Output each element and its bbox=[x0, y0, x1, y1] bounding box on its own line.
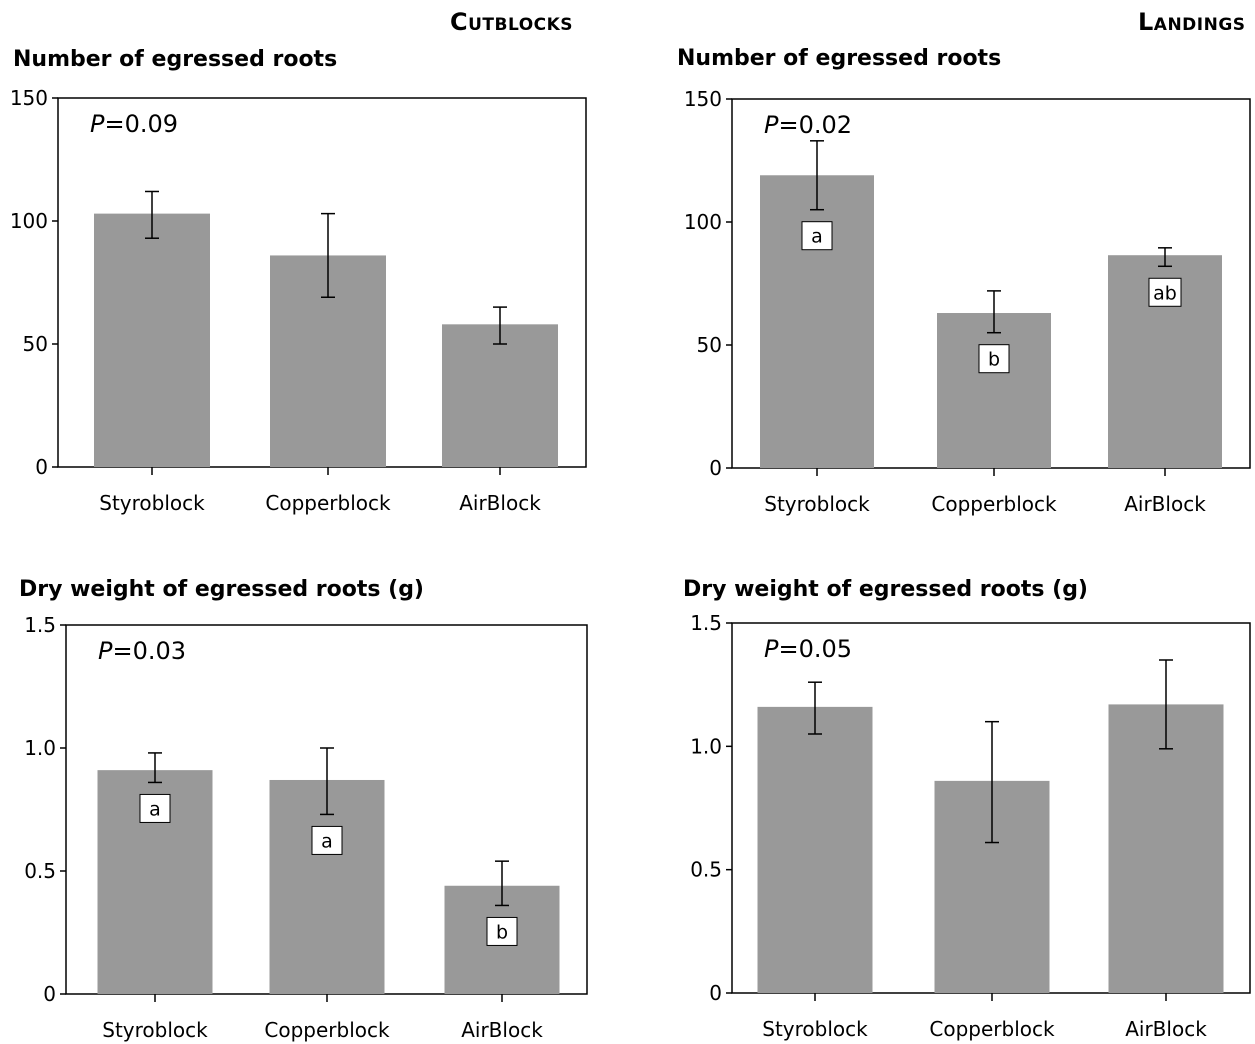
roots-landings-letter-box bbox=[801, 221, 833, 251]
roots-landings-xtick-label: Copperblock bbox=[931, 492, 1057, 516]
roots-cutblocks-bar bbox=[442, 324, 558, 467]
roots-cutblocks-ytick-label: 150 bbox=[10, 86, 48, 110]
chart-title-roots-landings: Number of egressed roots bbox=[677, 46, 1002, 71]
roots-landings-bar bbox=[937, 313, 1051, 468]
roots-cutblocks-ytick-label: 0 bbox=[35, 455, 48, 479]
roots-cutblocks-xtick-label: AirBlock bbox=[459, 491, 541, 515]
weight-cutblocks-bar bbox=[269, 779, 385, 994]
roots-landings-p-value: P=0.02 bbox=[764, 111, 852, 139]
roots-landings-letter: b bbox=[988, 349, 1000, 371]
roots-landings-ytick-label: 0 bbox=[709, 456, 722, 480]
roots-landings-ytick-label: 150 bbox=[684, 87, 722, 111]
weight-landings-ytick-label: 0 bbox=[709, 981, 722, 1005]
weight-cutblocks-letter-box bbox=[311, 825, 343, 855]
weight-cutblocks-letter-box bbox=[486, 916, 518, 946]
roots-landings-letter-box bbox=[1148, 277, 1182, 307]
weight-landings-xtick-label: Styroblock bbox=[762, 1017, 868, 1041]
roots-landings-ytick-label: 50 bbox=[697, 333, 722, 357]
weight-landings-bar bbox=[757, 706, 873, 993]
chart-title-roots-cutblocks: Number of egressed roots bbox=[13, 47, 338, 72]
column-header-cutblocks: Cutblocks bbox=[450, 8, 574, 36]
roots-landings-letter: ab bbox=[1153, 282, 1177, 304]
weight-cutblocks-ytick-label: 1.0 bbox=[24, 736, 56, 760]
roots-cutblocks-bar bbox=[94, 213, 210, 467]
roots-cutblocks-p-value: P=0.09 bbox=[90, 110, 178, 138]
chart-title-weight-landings: Dry weight of egressed roots (g) bbox=[683, 577, 1088, 602]
weight-landings-bar bbox=[1108, 704, 1224, 993]
weight-cutblocks-xtick-label: AirBlock bbox=[461, 1018, 543, 1042]
weight-cutblocks-ytick-label: 0 bbox=[43, 982, 56, 1006]
weight-landings-ytick-label: 1.5 bbox=[690, 611, 722, 635]
roots-landings-ytick-label: 100 bbox=[684, 210, 722, 234]
column-header-landings: Landings bbox=[1138, 8, 1246, 36]
roots-landings-letter-box bbox=[978, 344, 1010, 374]
weight-landings-p-value: P=0.05 bbox=[764, 635, 852, 663]
weight-cutblocks-ytick-label: 0.5 bbox=[24, 859, 56, 883]
roots-landings-bar bbox=[760, 175, 874, 468]
weight-cutblocks-letter-box bbox=[139, 793, 171, 823]
roots-cutblocks-ytick-label: 50 bbox=[23, 332, 48, 356]
weight-landings-xtick-label: Copperblock bbox=[929, 1017, 1055, 1041]
roots-landings-letter: a bbox=[811, 226, 823, 248]
roots-cutblocks-xtick-label: Copperblock bbox=[265, 491, 391, 515]
weight-landings-ytick-label: 0.5 bbox=[690, 858, 722, 882]
weight-cutblocks-p-value: P=0.03 bbox=[98, 637, 186, 665]
weight-cutblocks-letter: a bbox=[321, 830, 333, 852]
roots-cutblocks-ytick-label: 100 bbox=[10, 209, 48, 233]
roots-landings-xtick-label: Styroblock bbox=[764, 492, 870, 516]
weight-landings-xtick-label: AirBlock bbox=[1125, 1017, 1207, 1041]
chart-title-weight-cutblocks: Dry weight of egressed roots (g) bbox=[19, 577, 424, 602]
weight-cutblocks-xtick-label: Styroblock bbox=[102, 1018, 208, 1042]
weight-cutblocks-ytick-label: 1.5 bbox=[24, 613, 56, 637]
roots-landings-xtick-label: AirBlock bbox=[1124, 492, 1206, 516]
roots-cutblocks-xtick-label: Styroblock bbox=[99, 491, 205, 515]
weight-cutblocks-xtick-label: Copperblock bbox=[264, 1018, 390, 1042]
weight-landings-ytick-label: 1.0 bbox=[690, 734, 722, 758]
weight-cutblocks-letter: b bbox=[496, 921, 508, 943]
weight-cutblocks-letter: a bbox=[149, 798, 161, 820]
